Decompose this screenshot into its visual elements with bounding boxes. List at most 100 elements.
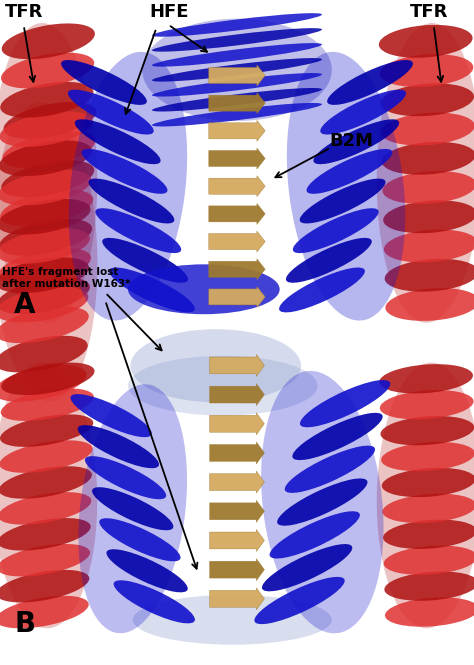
Ellipse shape: [320, 90, 406, 134]
FancyArrow shape: [210, 384, 264, 406]
Ellipse shape: [152, 13, 322, 37]
Ellipse shape: [377, 23, 474, 323]
Ellipse shape: [89, 179, 174, 223]
Ellipse shape: [261, 371, 383, 633]
FancyArrow shape: [209, 203, 265, 224]
Ellipse shape: [0, 23, 97, 323]
Ellipse shape: [128, 356, 318, 416]
Ellipse shape: [0, 170, 91, 205]
FancyArrow shape: [209, 259, 265, 280]
Ellipse shape: [380, 54, 473, 87]
Ellipse shape: [262, 544, 352, 591]
Ellipse shape: [382, 467, 474, 497]
Ellipse shape: [0, 362, 97, 628]
Ellipse shape: [2, 23, 95, 59]
Ellipse shape: [0, 596, 89, 628]
Ellipse shape: [287, 52, 405, 321]
FancyArrow shape: [210, 559, 264, 581]
Ellipse shape: [78, 425, 159, 468]
Ellipse shape: [382, 142, 474, 175]
Ellipse shape: [0, 440, 92, 473]
Ellipse shape: [0, 570, 90, 602]
Text: HFE: HFE: [149, 3, 189, 21]
Ellipse shape: [383, 171, 474, 204]
Text: A: A: [14, 291, 36, 319]
Ellipse shape: [380, 390, 474, 420]
Ellipse shape: [383, 519, 474, 549]
Ellipse shape: [128, 264, 280, 315]
Ellipse shape: [75, 119, 161, 164]
FancyArrow shape: [210, 413, 264, 435]
Ellipse shape: [381, 442, 474, 471]
Ellipse shape: [0, 544, 90, 577]
Ellipse shape: [102, 238, 188, 283]
Ellipse shape: [69, 52, 187, 321]
Ellipse shape: [107, 549, 188, 593]
Ellipse shape: [286, 238, 372, 283]
Ellipse shape: [270, 511, 360, 559]
FancyArrow shape: [209, 92, 265, 114]
Ellipse shape: [385, 259, 474, 292]
Text: B2M: B2M: [329, 132, 374, 150]
Ellipse shape: [379, 364, 473, 394]
Ellipse shape: [152, 103, 322, 126]
FancyArrow shape: [210, 471, 264, 493]
Ellipse shape: [381, 112, 474, 146]
FancyArrow shape: [209, 231, 265, 252]
Ellipse shape: [379, 25, 473, 58]
Ellipse shape: [152, 43, 322, 66]
FancyArrow shape: [209, 148, 265, 169]
Ellipse shape: [0, 140, 92, 176]
Ellipse shape: [313, 119, 399, 164]
Ellipse shape: [0, 466, 92, 499]
Ellipse shape: [0, 102, 97, 402]
Ellipse shape: [327, 60, 413, 105]
FancyArrow shape: [210, 354, 264, 376]
Ellipse shape: [0, 257, 89, 293]
Ellipse shape: [95, 208, 181, 253]
Ellipse shape: [130, 329, 301, 402]
Ellipse shape: [3, 102, 96, 139]
Ellipse shape: [380, 83, 474, 116]
Ellipse shape: [377, 362, 474, 628]
Ellipse shape: [300, 380, 390, 428]
Ellipse shape: [0, 82, 93, 118]
FancyArrow shape: [210, 500, 264, 522]
Ellipse shape: [0, 388, 94, 421]
Ellipse shape: [385, 288, 474, 321]
Ellipse shape: [255, 577, 345, 624]
Ellipse shape: [0, 414, 93, 447]
Ellipse shape: [152, 88, 322, 112]
Ellipse shape: [0, 248, 91, 285]
Ellipse shape: [99, 518, 181, 561]
Ellipse shape: [384, 545, 474, 575]
Ellipse shape: [383, 200, 474, 233]
Ellipse shape: [300, 179, 385, 223]
Ellipse shape: [71, 394, 152, 437]
FancyArrow shape: [209, 65, 265, 86]
Ellipse shape: [1, 362, 94, 395]
Text: HFE's fragment lost
after mutation W163*: HFE's fragment lost after mutation W163*: [2, 267, 131, 289]
Ellipse shape: [109, 267, 195, 313]
Ellipse shape: [0, 336, 88, 372]
Ellipse shape: [0, 219, 92, 255]
Ellipse shape: [279, 267, 365, 313]
Ellipse shape: [2, 131, 95, 168]
Ellipse shape: [293, 208, 379, 253]
Ellipse shape: [381, 416, 474, 446]
Ellipse shape: [1, 53, 94, 88]
Ellipse shape: [85, 456, 166, 499]
Ellipse shape: [384, 229, 474, 263]
Ellipse shape: [0, 111, 93, 147]
FancyArrow shape: [210, 442, 264, 464]
Text: TFR: TFR: [410, 3, 448, 21]
FancyArrow shape: [209, 176, 265, 197]
Ellipse shape: [142, 19, 332, 121]
Ellipse shape: [0, 277, 90, 314]
Ellipse shape: [0, 190, 93, 226]
Ellipse shape: [383, 493, 474, 523]
Ellipse shape: [0, 287, 88, 323]
Ellipse shape: [0, 228, 90, 264]
Ellipse shape: [152, 73, 322, 96]
Ellipse shape: [114, 581, 195, 623]
